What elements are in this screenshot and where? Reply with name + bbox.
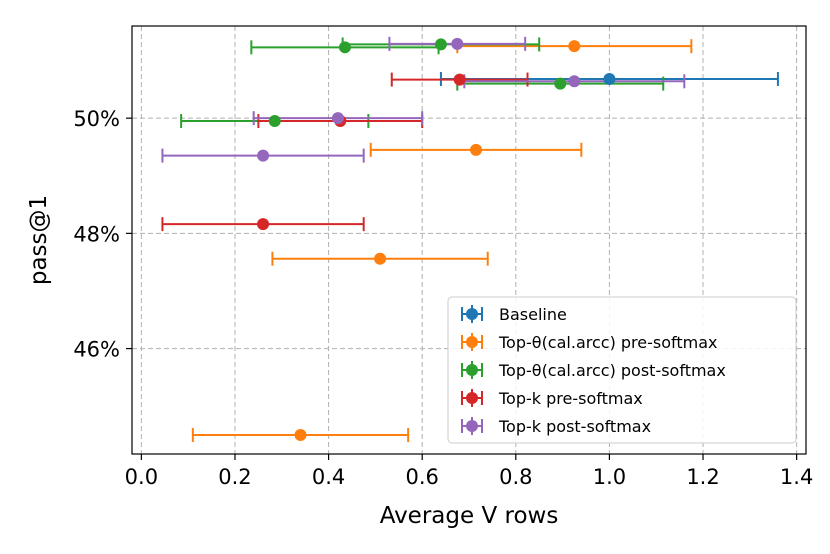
plot-frame [131, 25, 807, 455]
y-tick-label: 48% [73, 222, 120, 246]
legend-marker [466, 308, 478, 320]
x-tick-label: 0.4 [312, 465, 345, 489]
data-point [451, 37, 464, 50]
data-point [568, 75, 581, 88]
data-point [374, 252, 387, 265]
legend-label: Top-θ(cal.arcc) pre-softmax [498, 333, 718, 352]
y-axis-ticks: 46% 48% 50% [73, 107, 132, 362]
x-tick-label: 1.4 [780, 465, 813, 489]
data-point [603, 72, 616, 85]
legend-label: Top-k pre-softmax [498, 389, 643, 408]
legend-item: Top-k pre-softmax [461, 389, 643, 408]
x-tick-label: 0.2 [218, 465, 251, 489]
legend-marker [466, 392, 478, 404]
data-point [331, 112, 344, 125]
data-point [554, 77, 567, 90]
data-point [294, 428, 307, 441]
y-tick-label: 50% [73, 107, 120, 131]
data-point [470, 143, 483, 156]
x-tick-label: 0.8 [499, 465, 532, 489]
legend-marker [466, 420, 478, 432]
x-tick-label: 1.2 [686, 465, 719, 489]
data-points [257, 37, 616, 441]
data-point [568, 40, 581, 53]
legend-label: Baseline [499, 305, 567, 324]
legend-marker [466, 336, 478, 348]
legend: Baseline Top-θ(cal.arcc) pre-softmax Top-θ… [447, 296, 797, 444]
x-tick-label: 1.0 [593, 465, 626, 489]
data-point [338, 41, 351, 54]
legend-box [447, 296, 797, 444]
legend-item: Top-θ(cal.arcc) post-softmax [461, 361, 726, 380]
x-tick-label: 0.0 [125, 465, 158, 489]
data-point [268, 115, 281, 128]
legend-item: Top-k post-softmax [461, 417, 651, 436]
legend-item: Baseline [461, 305, 567, 324]
data-point [257, 218, 270, 231]
legend-label: Top-θ(cal.arcc) post-softmax [498, 361, 726, 380]
x-axis-ticks: 0.0 0.2 0.4 0.6 0.8 1.0 1.2 1.4 [125, 454, 813, 489]
data-point [257, 149, 270, 162]
legend-item: Top-θ(cal.arcc) pre-softmax [461, 333, 718, 352]
data-point [453, 73, 466, 86]
y-tick-label: 46% [73, 338, 120, 362]
x-tick-label: 0.6 [405, 465, 438, 489]
y-axis-label: pass@1 [26, 195, 52, 285]
data-point [434, 38, 447, 51]
x-axis-label: Average V rows [380, 503, 559, 529]
legend-label: Top-k post-softmax [498, 417, 651, 436]
legend-marker [466, 364, 478, 376]
